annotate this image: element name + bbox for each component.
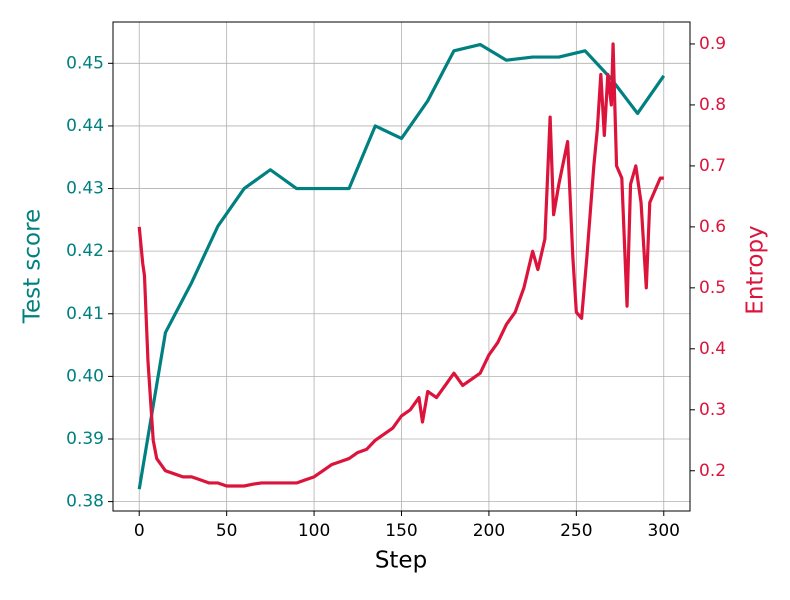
y2-tick-label: 0.5 — [699, 278, 726, 298]
x-tick-label: 300 — [648, 521, 680, 541]
y-tick-label: 0.42 — [66, 241, 104, 261]
y2-tick-label: 0.6 — [699, 217, 726, 237]
plot-frame — [112, 21, 691, 512]
y-tick-label: 0.43 — [66, 179, 104, 199]
x-tick-label: 100 — [298, 521, 330, 541]
y2-axis-label: Entropy — [743, 225, 769, 314]
x-tick-label: 200 — [473, 521, 505, 541]
y-tick-label: 0.38 — [66, 492, 104, 512]
line — [137, 42, 666, 490]
y2-tick-label: 0.3 — [699, 400, 726, 420]
x-tick-label: 150 — [385, 521, 417, 541]
y-tick-label: 0.44 — [66, 116, 104, 136]
x-axis-label: Step — [375, 548, 427, 574]
y-tick-label: 0.39 — [66, 429, 104, 449]
y-tick-label: 0.45 — [66, 53, 104, 73]
line — [137, 42, 664, 488]
y2-tick-label: 0.9 — [699, 34, 726, 54]
y-tick-label: 0.41 — [66, 304, 104, 324]
x-tick-label: 250 — [560, 521, 592, 541]
y2-tick-label: 0.4 — [699, 339, 726, 359]
x-tick-label: 0 — [134, 521, 145, 541]
y2-tick-label: 0.2 — [699, 461, 726, 481]
y-tick-label: 0.40 — [66, 366, 104, 386]
y-axis-label: Test score — [20, 209, 46, 324]
y2-tick-label: 0.8 — [699, 95, 726, 115]
x-tick-label: 50 — [216, 521, 238, 541]
y2-tick-label: 0.7 — [699, 156, 726, 176]
